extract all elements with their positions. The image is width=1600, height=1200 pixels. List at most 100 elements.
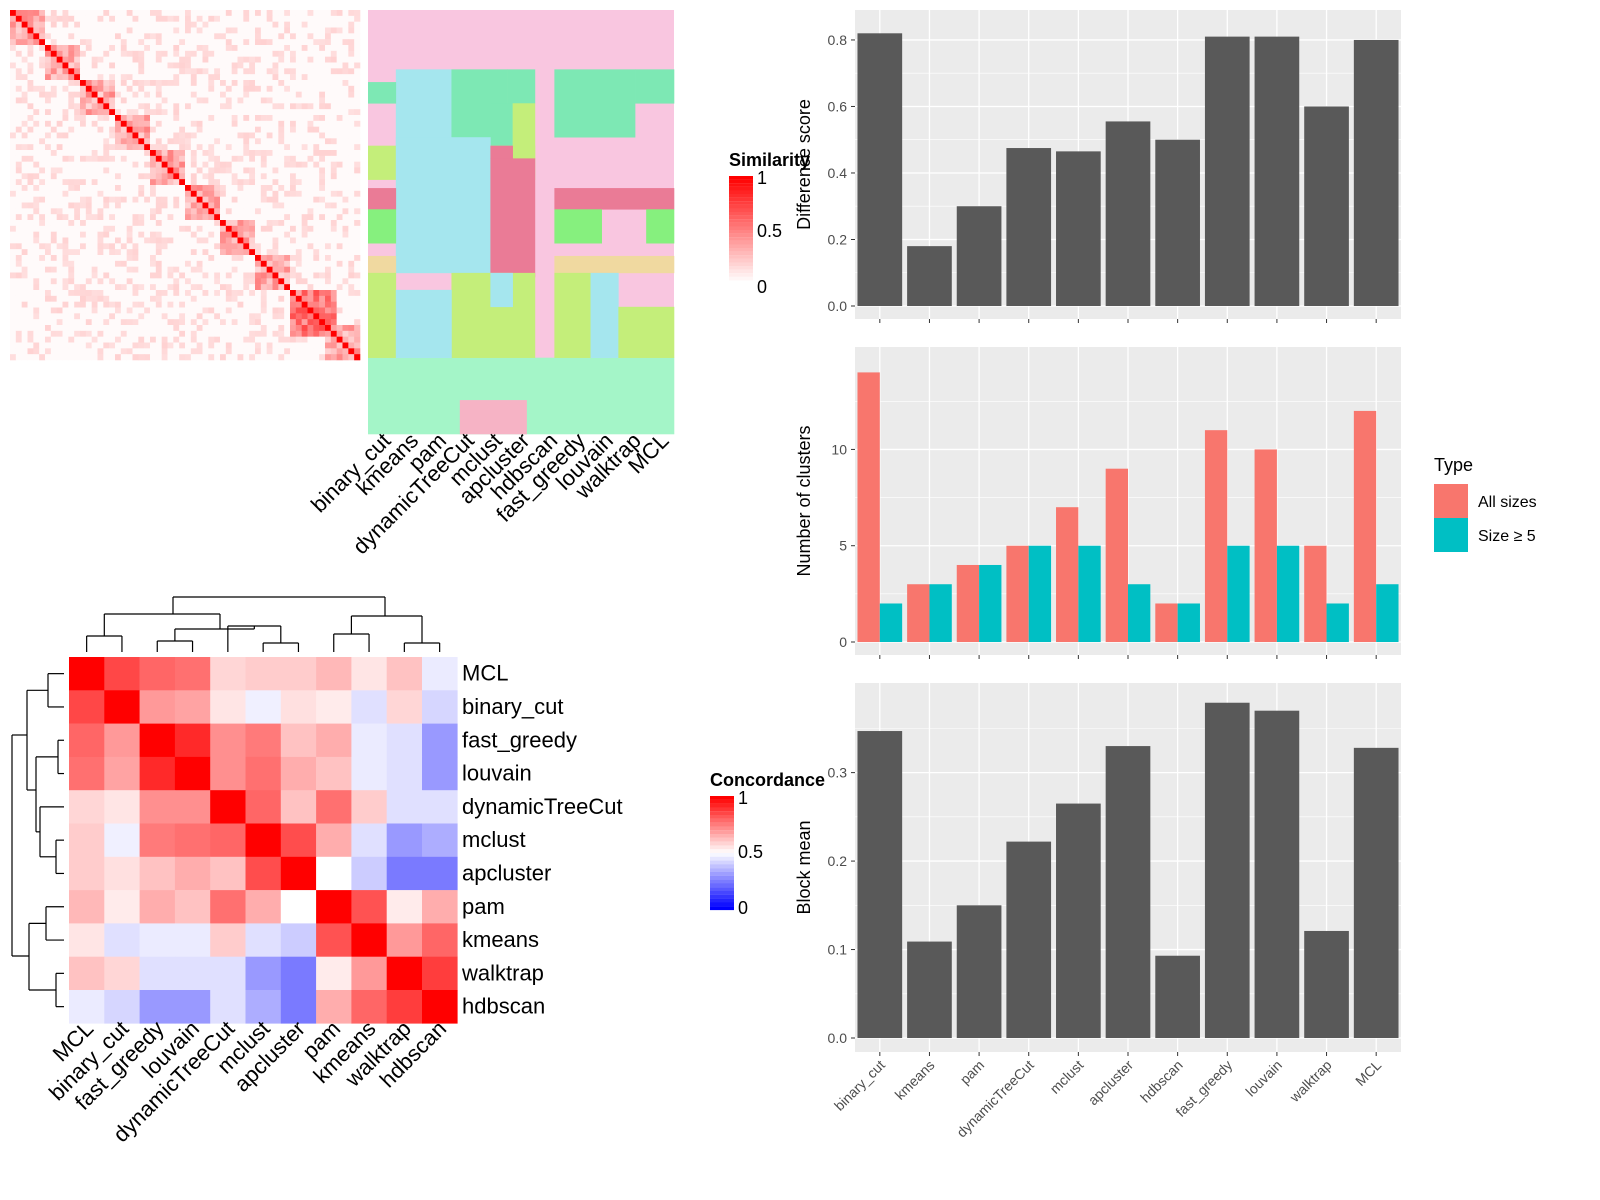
similarity-cell bbox=[109, 150, 116, 157]
concordance-cell bbox=[245, 956, 282, 991]
similarity-cell bbox=[208, 21, 215, 28]
similarity-cell bbox=[237, 354, 244, 361]
similarity-cell bbox=[91, 120, 98, 127]
similarity-cell bbox=[260, 109, 267, 116]
similarity-cell bbox=[185, 243, 192, 250]
similarity-cell bbox=[132, 115, 139, 122]
concordance-legend-swatch bbox=[710, 879, 734, 884]
similarity-cell bbox=[342, 330, 349, 337]
similarity-cell bbox=[68, 214, 75, 221]
similarity-cell bbox=[214, 115, 221, 122]
similarity-cell bbox=[173, 68, 180, 75]
similarity-cell bbox=[290, 313, 297, 320]
similarity-cell bbox=[190, 290, 197, 297]
similarity-cell bbox=[243, 231, 250, 238]
similarity-cell bbox=[313, 278, 320, 285]
similarity-cell bbox=[231, 307, 238, 314]
similarity-cell bbox=[120, 225, 127, 232]
y-tick-label: 0.2 bbox=[828, 853, 848, 869]
similarity-cell bbox=[336, 348, 343, 355]
similarity-cell bbox=[62, 185, 69, 192]
similarity-legend-swatch bbox=[729, 194, 753, 198]
similarity-cell bbox=[220, 126, 227, 133]
similarity-cell bbox=[132, 225, 139, 232]
similarity-cell bbox=[74, 336, 81, 343]
similarity-cell bbox=[138, 255, 145, 262]
similarity-cell bbox=[68, 161, 75, 168]
similarity-cell bbox=[336, 103, 343, 110]
similarity-cell bbox=[97, 319, 104, 326]
similarity-cell bbox=[33, 115, 40, 122]
similarity-cell bbox=[354, 120, 361, 127]
concordance-cell bbox=[280, 723, 317, 758]
similarity-cell bbox=[68, 97, 75, 104]
similarity-cell bbox=[74, 290, 81, 297]
similarity-cell bbox=[260, 249, 267, 256]
similarity-cell bbox=[103, 56, 110, 63]
similarity-cell bbox=[220, 161, 227, 168]
concordance-cell bbox=[210, 756, 246, 791]
similarity-cell bbox=[120, 85, 127, 92]
similarity-cell bbox=[126, 272, 133, 279]
similarity-cell bbox=[167, 33, 174, 40]
similarity-cell bbox=[196, 132, 203, 139]
similarity-cell bbox=[144, 179, 151, 186]
similarity-cell bbox=[208, 126, 215, 133]
concordance-cell bbox=[139, 956, 176, 991]
similarity-cell bbox=[21, 202, 28, 209]
similarity-cell bbox=[120, 62, 127, 69]
similarity-cell bbox=[348, 249, 355, 256]
similarity-cell bbox=[155, 319, 162, 326]
similarity-cell bbox=[50, 319, 57, 326]
similarity-cell bbox=[50, 85, 57, 92]
x-tick-label: pam bbox=[957, 1057, 988, 1088]
similarity-cell bbox=[109, 249, 116, 256]
concordance-cell bbox=[351, 723, 387, 758]
similarity-cell bbox=[167, 325, 174, 332]
similarity-cell bbox=[15, 342, 22, 349]
similarity-cell bbox=[342, 33, 349, 40]
similarity-cell bbox=[173, 91, 180, 98]
similarity-cell bbox=[330, 68, 337, 75]
concordance-cell bbox=[210, 856, 246, 891]
similarity-cell bbox=[307, 62, 314, 69]
similarity-cell bbox=[144, 319, 151, 326]
similarity-cell bbox=[80, 301, 87, 308]
similarity-cell bbox=[21, 255, 28, 262]
similarity-cell bbox=[266, 208, 273, 215]
similarity-cell bbox=[214, 185, 221, 192]
similarity-legend-swatch bbox=[729, 176, 753, 180]
similarity-cell bbox=[278, 39, 285, 46]
similarity-cell bbox=[272, 313, 279, 320]
similarity-cell bbox=[91, 249, 98, 256]
similarity-cell bbox=[249, 15, 256, 22]
similarity-cell bbox=[74, 120, 81, 127]
similarity-cell bbox=[208, 325, 215, 332]
similarity-cell bbox=[132, 266, 139, 273]
similarity-cell bbox=[68, 115, 75, 122]
similarity-cell bbox=[290, 284, 297, 291]
similarity-cell bbox=[85, 85, 92, 92]
similarity-cell bbox=[266, 50, 273, 57]
similarity-cell bbox=[266, 301, 273, 308]
similarity-cell bbox=[220, 50, 227, 57]
similarity-cell bbox=[68, 220, 75, 227]
similarity-cell bbox=[132, 15, 139, 22]
similarity-cell bbox=[266, 307, 273, 314]
similarity-cell bbox=[109, 56, 116, 63]
similarity-cell bbox=[138, 80, 145, 87]
similarity-cell bbox=[155, 266, 162, 273]
similarity-cell bbox=[62, 255, 69, 262]
similarity-cell bbox=[85, 10, 92, 17]
similarity-cell bbox=[21, 115, 28, 122]
similarity-cell bbox=[62, 190, 69, 197]
similarity-cell bbox=[284, 237, 291, 244]
similarity-cell bbox=[255, 214, 262, 221]
similarity-cell bbox=[179, 80, 186, 87]
similarity-cell bbox=[214, 167, 221, 174]
similarity-cell bbox=[33, 249, 40, 256]
similarity-cell bbox=[138, 62, 145, 69]
similarity-cell bbox=[225, 190, 232, 197]
concordance-cell bbox=[174, 856, 211, 891]
similarity-cell bbox=[109, 161, 116, 168]
